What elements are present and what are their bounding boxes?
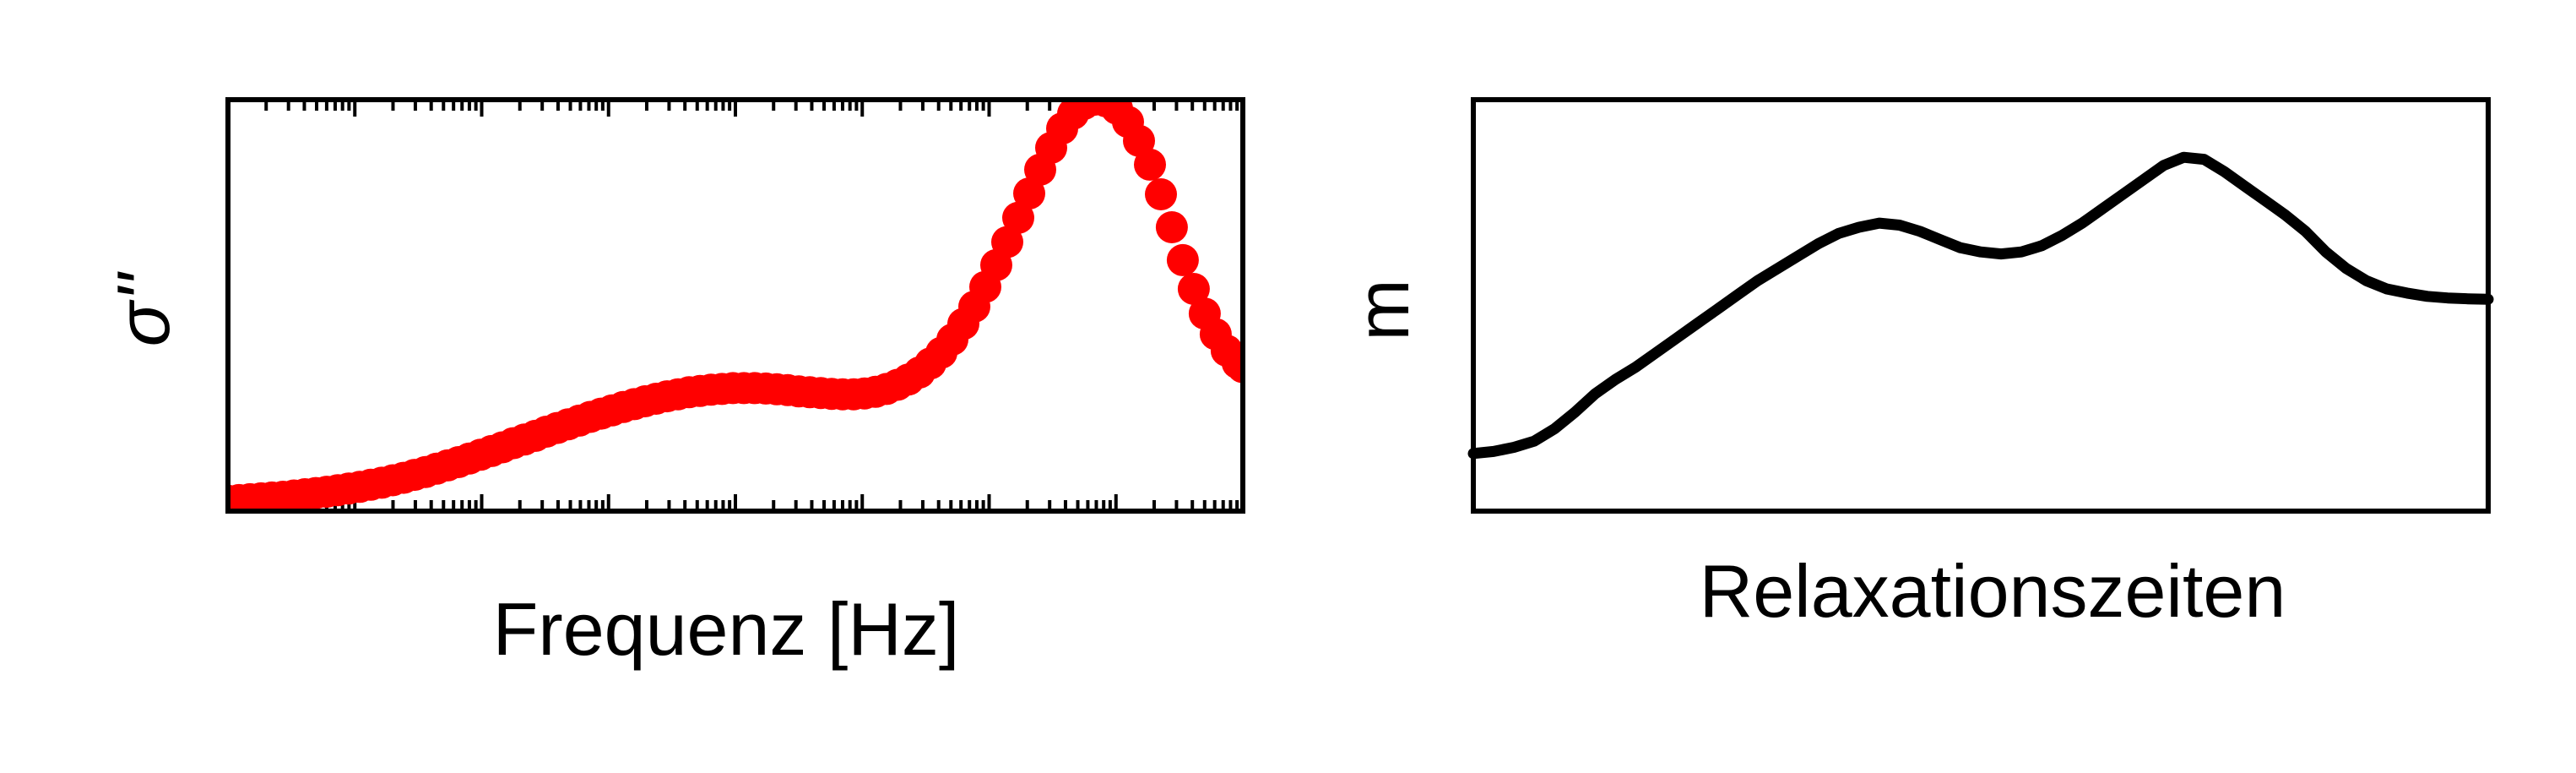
x-minor-ticks bbox=[226, 100, 1239, 511]
y-axis-label: σ'' bbox=[101, 270, 185, 346]
y-axis-label: m bbox=[1341, 279, 1424, 340]
x-axis-label: Relaxationszeiten bbox=[1700, 549, 2286, 633]
data-point bbox=[1155, 211, 1188, 243]
x-axis-label: Frequenz [Hz] bbox=[493, 587, 960, 671]
chart-frequency: Frequenz [Hz] σ'' bbox=[101, 97, 1245, 671]
data-point bbox=[1166, 243, 1199, 276]
plot-frame bbox=[225, 97, 1245, 514]
data-point bbox=[1123, 124, 1155, 157]
data-point bbox=[1177, 273, 1210, 305]
data-point bbox=[1002, 201, 1034, 234]
data-points bbox=[228, 100, 1243, 511]
distribution-line bbox=[1467, 151, 2494, 460]
data-point bbox=[991, 226, 1023, 259]
chart-relaxation: Relaxationszeiten m bbox=[1341, 97, 2494, 633]
plot-frame bbox=[1471, 97, 2491, 514]
data-point bbox=[1145, 178, 1177, 210]
data-point bbox=[1227, 351, 1243, 384]
data-point bbox=[1134, 148, 1166, 181]
data-point bbox=[1013, 177, 1045, 210]
